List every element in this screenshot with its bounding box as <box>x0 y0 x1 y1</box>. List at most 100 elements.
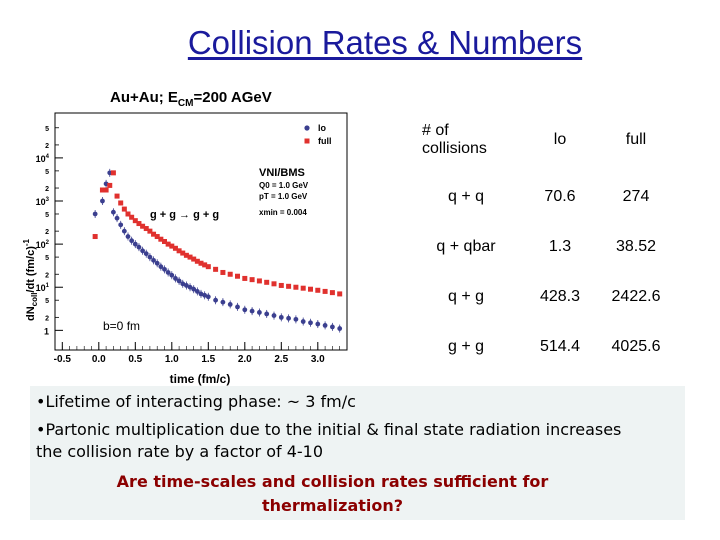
slide-title: Collision Rates & Numbers <box>187 24 583 61</box>
full-point <box>191 256 197 262</box>
lo-point <box>121 228 127 234</box>
lo-point <box>198 291 204 297</box>
lo-point <box>169 272 175 278</box>
lo-point <box>125 234 131 239</box>
full-point <box>114 193 120 199</box>
full-point <box>271 281 277 287</box>
lo-point <box>330 324 335 330</box>
full-point <box>322 288 328 294</box>
full-point <box>256 278 262 284</box>
table-row: q + q 70.6 274 <box>410 172 674 222</box>
y-minor-label: 5 <box>45 255 49 262</box>
table-row: g + g 514.4 4025.6 <box>410 322 674 372</box>
full-point <box>278 282 284 288</box>
full-point <box>315 287 321 293</box>
full-point <box>136 221 142 227</box>
full-point <box>264 279 270 285</box>
full-point <box>249 277 255 283</box>
xmin-label: xmin = 0.004 <box>259 208 307 217</box>
model-label: VNI/BMS <box>259 167 305 179</box>
bullet-lifetime-text: Lifetime of interacting phase: ~ 3 fm/c <box>45 392 356 411</box>
lo-point <box>158 264 164 270</box>
impact-parameter-label: b=0 fm <box>103 319 140 333</box>
lo-point <box>140 248 146 254</box>
lo-point <box>147 254 153 260</box>
lo-point <box>92 211 98 217</box>
full-point <box>293 284 299 290</box>
legend-lo-marker <box>304 125 310 131</box>
x-tick-label: -0.5 <box>54 354 72 365</box>
lo-point <box>235 304 240 310</box>
lo-point <box>264 311 270 317</box>
x-tick-label: 0.0 <box>92 354 106 365</box>
y-minor-label: 5 <box>45 126 49 133</box>
bullet-multiplication: •Partonic multiplication due to the init… <box>36 420 621 440</box>
legend-full-marker <box>304 138 310 144</box>
full-point <box>242 275 248 281</box>
y-minor-label: 5 <box>45 212 49 219</box>
lo-point <box>300 319 306 324</box>
lo-point <box>154 260 160 266</box>
y-axis: 1 2 5 101 2 5 102 2 5 103 2 5 104 2 5 <box>36 126 63 336</box>
plot-frame <box>54 112 348 351</box>
lo-point <box>118 222 124 228</box>
x-tick-label: 2.5 <box>274 354 288 365</box>
lo-point <box>187 284 193 290</box>
collision-rate-chart: Au+Au; ECM=200 AGeV dNcoll/dt (fm/c)-1 1… <box>22 89 348 386</box>
row-lo: 428.3 <box>539 288 581 305</box>
lo-point <box>151 257 156 263</box>
full-point <box>121 206 127 212</box>
x-tick-label: 0.5 <box>128 354 142 365</box>
lo-point <box>271 313 277 318</box>
full-point <box>125 211 131 217</box>
bullet-marker: • <box>36 392 46 411</box>
lo-point <box>322 323 328 328</box>
x-tick-label: 1.0 <box>165 354 179 365</box>
full-point <box>103 187 109 193</box>
row-process: q + g <box>447 288 485 305</box>
row-full: 4025.6 <box>611 338 661 355</box>
y-minor-label: 5 <box>45 169 49 176</box>
lo-point <box>184 283 189 288</box>
full-point <box>337 291 343 297</box>
y-minor-label: 2 <box>45 143 49 150</box>
full-point <box>158 236 164 242</box>
full-point <box>154 234 160 240</box>
row-full: 274 <box>622 188 650 205</box>
lo-point <box>278 314 284 320</box>
full-point <box>129 214 135 220</box>
question-line-2: thermalization? <box>261 496 404 515</box>
lo-point <box>194 289 200 294</box>
legend-lo-label: lo <box>318 123 327 133</box>
lo-point <box>220 299 226 305</box>
process-label: g + g → g + g <box>150 209 219 221</box>
y-axis-label: dNcoll/dt (fm/c)-1 <box>22 238 39 321</box>
full-point <box>187 254 193 260</box>
full-point <box>118 200 124 206</box>
lo-point <box>180 281 186 287</box>
lo-point <box>308 320 313 326</box>
full-point <box>286 283 292 289</box>
row-full: 2422.6 <box>611 288 661 305</box>
full-point <box>220 269 226 275</box>
x-axis-label: time (fm/c) <box>170 372 231 386</box>
bullet-multiplication-cont: the collision rate by a factor of 4-10 <box>36 442 324 461</box>
full-point <box>235 273 240 279</box>
full-point <box>213 266 219 272</box>
chart-title: Au+Au; ECM=200 AGeV <box>110 89 272 109</box>
table-row: q + g 428.3 2422.6 <box>410 272 674 322</box>
pt-label: pT = 1.0 GeV <box>259 192 308 201</box>
full-point <box>110 170 116 176</box>
full-point <box>99 187 105 193</box>
lo-point <box>202 292 208 298</box>
full-point <box>202 262 208 268</box>
lo-point <box>143 251 149 257</box>
y-tick-label: 102 <box>36 240 50 250</box>
y-tick-label: 103 <box>36 197 50 207</box>
lo-point <box>257 310 262 315</box>
full-point <box>172 245 178 251</box>
row-process: q + qbar <box>436 238 496 255</box>
lo-point <box>132 241 138 247</box>
full-point <box>151 231 157 237</box>
full-point <box>132 218 138 224</box>
